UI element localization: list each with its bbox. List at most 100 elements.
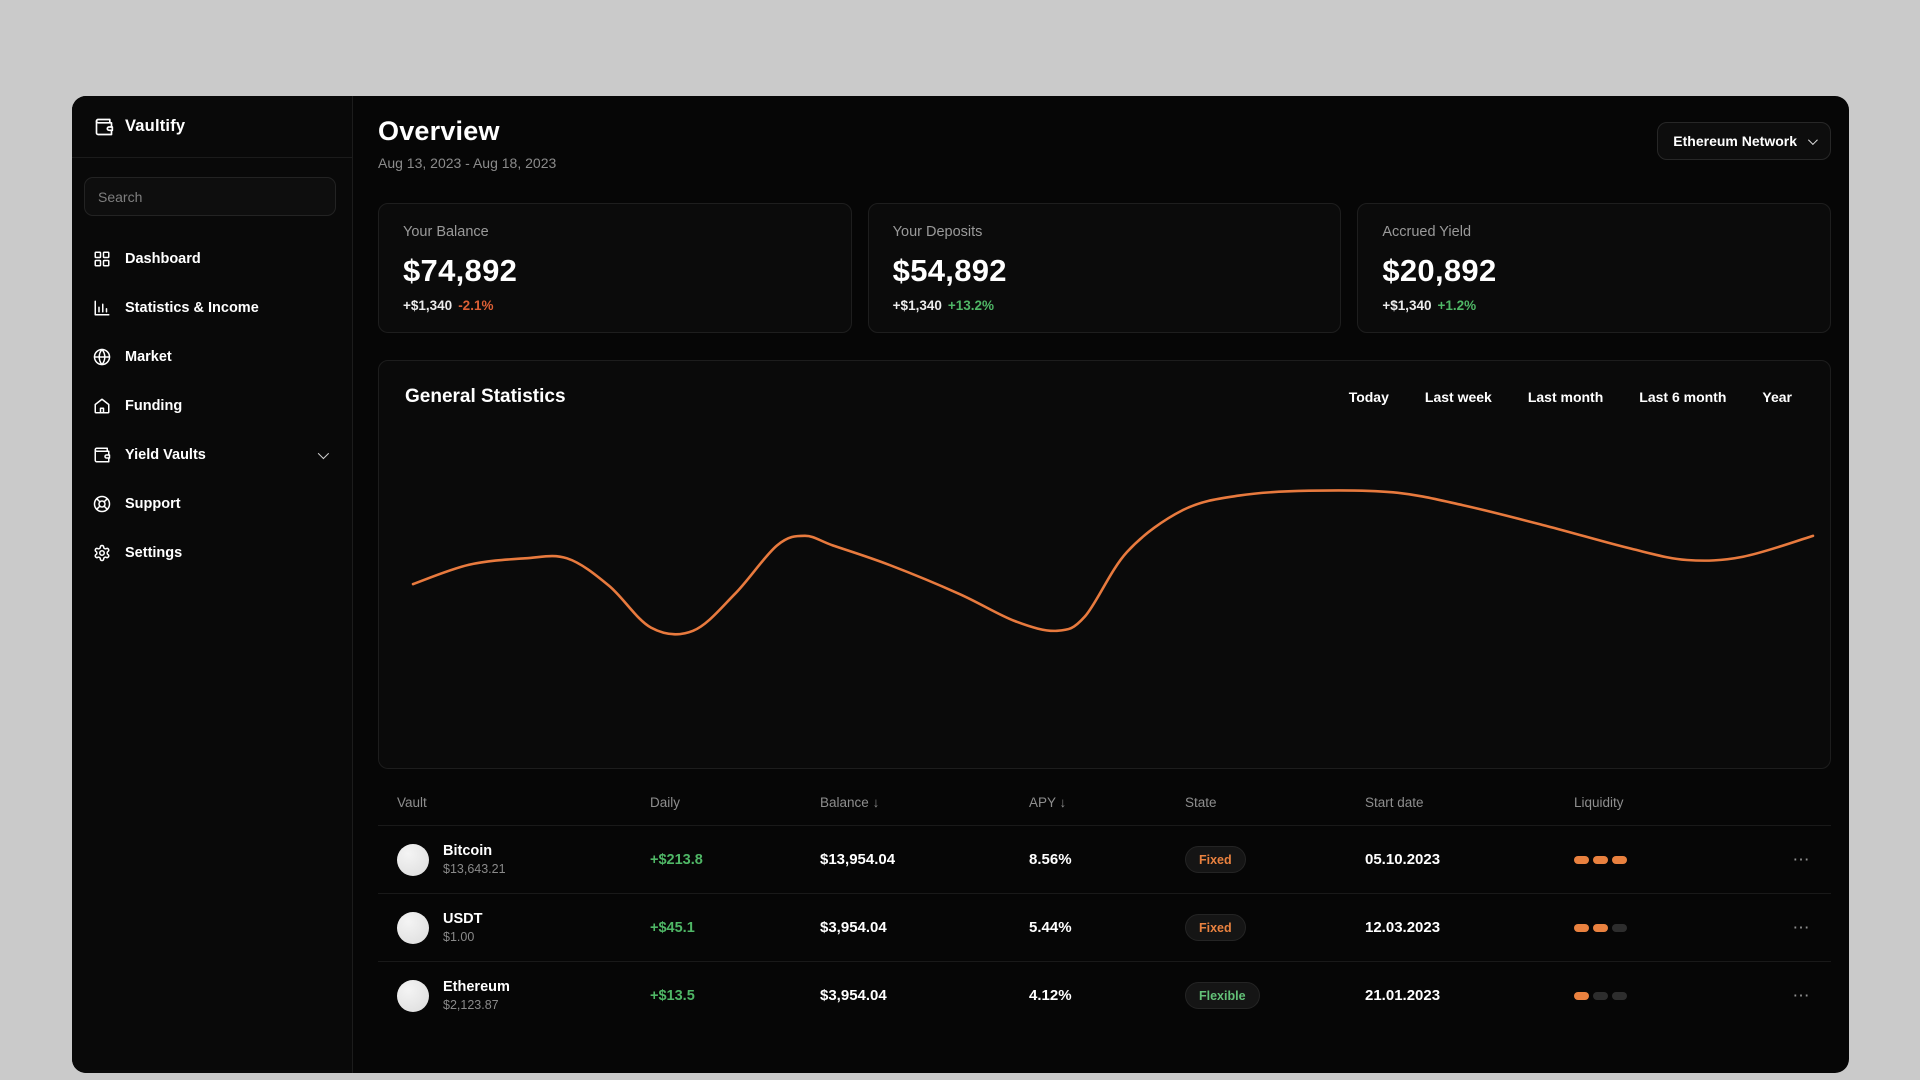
col-vault[interactable]: Vault bbox=[397, 794, 427, 810]
vault-price: $1.00 bbox=[443, 930, 475, 944]
sidebar-item-label: Support bbox=[125, 495, 181, 512]
table-row-ethereum[interactable]: Ethereum $2,123.87 +$13.5 $3,954.04 4.12… bbox=[378, 961, 1831, 1029]
vaults-table: Vault Daily Balance ↓ APY ↓ State Start … bbox=[378, 769, 1831, 1029]
main-content: Overview Aug 13, 2023 - Aug 18, 2023 Eth… bbox=[353, 96, 1849, 1073]
sidebar-item-funding[interactable]: Funding bbox=[72, 381, 352, 430]
stat-cards: Your Balance $74,892 +$1,340 -2.1% Your D… bbox=[378, 203, 1832, 333]
liquidity-indicator bbox=[1574, 855, 1734, 864]
sort-down-icon: ↓ bbox=[872, 794, 880, 810]
filter-last-month[interactable]: Last month bbox=[1527, 389, 1604, 405]
sidebar-item-label: Statistics & Income bbox=[125, 299, 259, 316]
sidebar-item-yield-vaults[interactable]: Yield Vaults bbox=[72, 430, 352, 479]
card-delta: +$1,340 bbox=[892, 298, 942, 313]
filter-today[interactable]: Today bbox=[1348, 389, 1389, 405]
filter-year[interactable]: Year bbox=[1762, 389, 1792, 405]
daily-change: +$45.1 bbox=[650, 919, 695, 936]
home-icon bbox=[93, 397, 111, 415]
card-value: $54,892 bbox=[892, 253, 1007, 288]
sidebar-nav: Dashboard Statistics & Income Market Fun… bbox=[72, 228, 352, 577]
card-value: $74,892 bbox=[403, 253, 518, 288]
state-badge: Fixed bbox=[1185, 914, 1246, 941]
liquidity-indicator bbox=[1574, 923, 1734, 932]
apy-value: 5.44% bbox=[1029, 919, 1072, 936]
sidebar-item-settings[interactable]: Settings bbox=[72, 528, 352, 577]
filter-last-week[interactable]: Last week bbox=[1424, 389, 1492, 405]
start-date-value: 05.10.2023 bbox=[1365, 851, 1441, 868]
col-state[interactable]: State bbox=[1185, 794, 1217, 810]
card-change: -2.1% bbox=[458, 298, 494, 313]
table-row-usdt[interactable]: USDT $1.00 +$45.1 $3,954.04 5.44% Fixed … bbox=[378, 893, 1831, 961]
app-window: Vaultify Dashboard Statistics & Income bbox=[72, 96, 1849, 1073]
globe-icon bbox=[93, 348, 111, 366]
chevron-down-icon bbox=[1807, 134, 1818, 145]
row-menu-button[interactable]: ⋯ bbox=[1792, 917, 1811, 937]
brand-name: Vaultify bbox=[125, 117, 186, 135]
coin-avatar bbox=[397, 843, 429, 876]
filter-last-6-month[interactable]: Last 6 month bbox=[1639, 389, 1727, 405]
col-daily[interactable]: Daily bbox=[650, 794, 681, 810]
balance-value: $3,954.04 bbox=[820, 987, 887, 1004]
sidebar-item-market[interactable]: Market bbox=[72, 332, 352, 381]
coin-avatar bbox=[397, 911, 429, 944]
sidebar-item-label: Settings bbox=[125, 544, 183, 561]
vault-name: USDT bbox=[443, 911, 483, 927]
start-date-value: 21.01.2023 bbox=[1365, 987, 1441, 1004]
card-label: Your Deposits bbox=[892, 224, 983, 240]
card-label: Your Balance bbox=[403, 224, 489, 240]
sidebar-item-dashboard[interactable]: Dashboard bbox=[72, 234, 352, 283]
gear-icon bbox=[93, 544, 111, 562]
sort-down-icon: ↓ bbox=[1059, 794, 1067, 810]
network-selector-button[interactable]: Ethereum Network bbox=[1657, 122, 1831, 160]
sidebar: Vaultify Dashboard Statistics & Income bbox=[72, 96, 353, 1073]
vault-price: $2,123.87 bbox=[443, 998, 499, 1012]
wallet-logo-icon bbox=[94, 117, 114, 137]
col-start-date[interactable]: Start date bbox=[1365, 794, 1424, 810]
line-chart-svg bbox=[411, 489, 1815, 636]
daily-change: +$13.5 bbox=[650, 987, 695, 1004]
chevron-down-icon bbox=[317, 447, 330, 459]
panel-title: General Statistics bbox=[405, 386, 566, 407]
card-delta: +$1,340 bbox=[1382, 298, 1432, 313]
sidebar-item-label: Dashboard bbox=[125, 250, 201, 267]
date-range: Aug 13, 2023 - Aug 18, 2023 bbox=[378, 155, 557, 171]
sidebar-item-label: Funding bbox=[125, 397, 183, 414]
search-box[interactable] bbox=[84, 177, 336, 216]
sidebar-item-support[interactable]: Support bbox=[72, 479, 352, 528]
dashboard-icon bbox=[93, 250, 111, 268]
card-delta: +$1,340 bbox=[403, 298, 453, 313]
card-change: +13.2% bbox=[947, 298, 995, 313]
table-header: Vault Daily Balance ↓ APY ↓ State Start … bbox=[378, 779, 1831, 825]
state-badge: Fixed bbox=[1185, 846, 1246, 873]
wallet-icon bbox=[93, 446, 111, 464]
card-change: +1.2% bbox=[1437, 298, 1477, 313]
daily-change: +$213.8 bbox=[650, 851, 703, 868]
time-range-filters: Today Last week Last month Last 6 month … bbox=[1349, 389, 1804, 405]
col-liquidity[interactable]: Liquidity bbox=[1574, 794, 1624, 810]
balance-value: $13,954.04 bbox=[820, 851, 896, 868]
sidebar-item-label: Yield Vaults bbox=[125, 446, 206, 463]
sidebar-item-statistics-income[interactable]: Statistics & Income bbox=[72, 283, 352, 332]
liquidity-indicator bbox=[1574, 991, 1734, 1000]
balance-card: Your Balance $74,892 +$1,340 -2.1% bbox=[378, 203, 852, 333]
col-apy[interactable]: APY ↓ bbox=[1029, 794, 1067, 810]
search-input[interactable] bbox=[98, 188, 322, 205]
apy-value: 8.56% bbox=[1029, 851, 1072, 868]
logo: Vaultify bbox=[72, 96, 352, 158]
start-date-value: 12.03.2023 bbox=[1365, 919, 1441, 936]
vault-name: Ethereum bbox=[443, 979, 510, 995]
accrued-yield-card: Accrued Yield $20,892 +$1,340 +1.2% bbox=[1357, 203, 1832, 333]
apy-value: 4.12% bbox=[1029, 987, 1072, 1004]
row-menu-button[interactable]: ⋯ bbox=[1792, 985, 1811, 1005]
col-balance[interactable]: Balance ↓ bbox=[820, 794, 880, 810]
row-menu-button[interactable]: ⋯ bbox=[1792, 849, 1811, 869]
deposits-card: Your Deposits $54,892 +$1,340 +13.2% bbox=[867, 203, 1342, 333]
card-value: $20,892 bbox=[1382, 253, 1497, 288]
sidebar-item-label: Market bbox=[125, 348, 172, 365]
balance-value: $3,954.04 bbox=[820, 919, 887, 936]
page-title: Overview bbox=[378, 116, 500, 146]
table-row-bitcoin[interactable]: Bitcoin $13,643.21 +$213.8 $13,954.04 8.… bbox=[378, 825, 1831, 893]
coin-avatar bbox=[397, 979, 429, 1012]
vault-price: $13,643.21 bbox=[443, 862, 506, 876]
general-statistics-panel: General Statistics Today Last week Last … bbox=[378, 360, 1831, 769]
statistics-line-chart bbox=[379, 423, 1830, 766]
